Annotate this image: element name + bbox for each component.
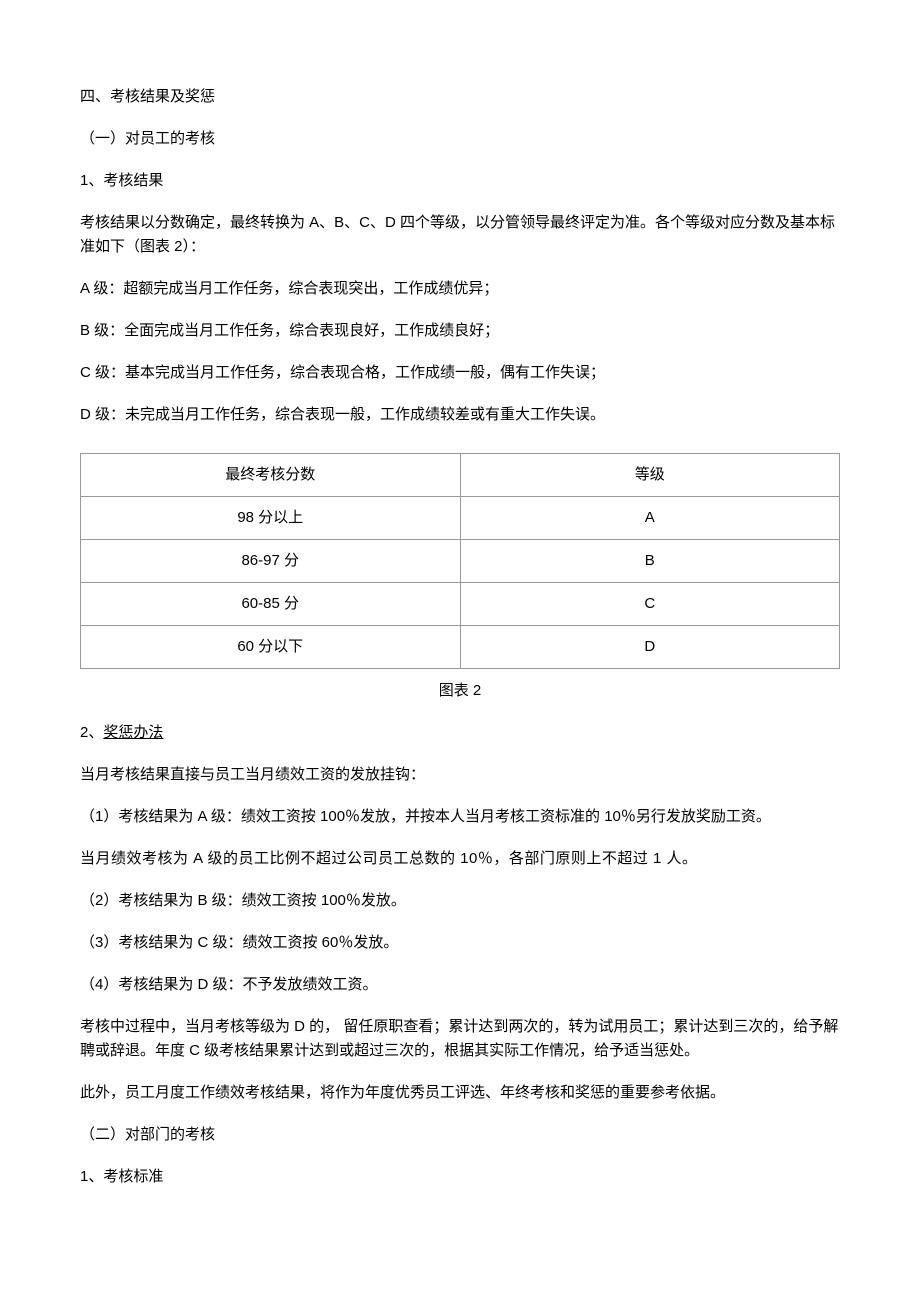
grade-table-wrap: 最终考核分数 等级 98 分以上 A 86-97 分 B 60-85 分 C 6… [80,453,840,669]
cell-score: 86-97 分 [81,540,461,583]
reward-p5: （3）考核结果为 C 级：绩效工资按 60％发放。 [80,931,840,955]
reward-p7: 考核中过程中，当月考核等级为 D 的， 留任原职查看；累计达到两次的，转为试用员… [80,1015,840,1063]
grade-table: 最终考核分数 等级 98 分以上 A 86-97 分 B 60-85 分 C 6… [80,453,840,669]
cell-grade: A [460,497,840,540]
table-header-row: 最终考核分数 等级 [81,454,840,497]
cell-score: 60 分以下 [81,626,461,669]
assessment-intro: 考核结果以分数确定，最终转换为 A、B、C、D 四个等级，以分管领导最终评定为准… [80,211,840,259]
reward-p3: 当月绩效考核为 A 级的员工比例不超过公司员工总数的 10％，各部门原则上不超过… [80,847,840,871]
cell-score: 60-85 分 [81,583,461,626]
reward-p2: （1）考核结果为 A 级：绩效工资按 100％发放，并按本人当月考核工资标准的 … [80,805,840,829]
table-row: 60-85 分 C [81,583,840,626]
cell-grade: C [460,583,840,626]
header-score: 最终考核分数 [81,454,461,497]
cell-grade: D [460,626,840,669]
header-grade: 等级 [460,454,840,497]
level-d-desc: D 级：未完成当月工作任务，综合表现一般，工作成绩较差或有重大工作失误。 [80,403,840,427]
table-row: 98 分以上 A [81,497,840,540]
subsection-2-item1: 1、考核标准 [80,1165,840,1189]
cell-score: 98 分以上 [81,497,461,540]
subsection-1-heading: （一）对员工的考核 [80,127,840,151]
table-caption: 图表 2 [80,679,840,703]
table-row: 86-97 分 B [81,540,840,583]
table-row: 60 分以下 D [81,626,840,669]
item-2-underline: 奖惩办法 [103,724,163,741]
level-a-desc: A 级：超额完成当月工作任务，综合表现突出，工作成绩优异； [80,277,840,301]
cell-grade: B [460,540,840,583]
item-1-heading: 1、考核结果 [80,169,840,193]
reward-p8: 此外，员工月度工作绩效考核结果，将作为年度优秀员工评选、年终考核和奖惩的重要参考… [80,1081,840,1105]
section-heading: 四、考核结果及奖惩 [80,85,840,109]
level-b-desc: B 级：全面完成当月工作任务，综合表现良好，工作成绩良好； [80,319,840,343]
reward-p4: （2）考核结果为 B 级：绩效工资按 100％发放。 [80,889,840,913]
item-2-prefix: 2、 [80,724,103,741]
reward-p1: 当月考核结果直接与员工当月绩效工资的发放挂钩： [80,763,840,787]
level-c-desc: C 级：基本完成当月工作任务，综合表现合格，工作成绩一般，偶有工作失误； [80,361,840,385]
reward-p6: （4）考核结果为 D 级：不予发放绩效工资。 [80,973,840,997]
item-2-heading: 2、奖惩办法 [80,721,840,745]
subsection-2-heading: （二）对部门的考核 [80,1123,840,1147]
